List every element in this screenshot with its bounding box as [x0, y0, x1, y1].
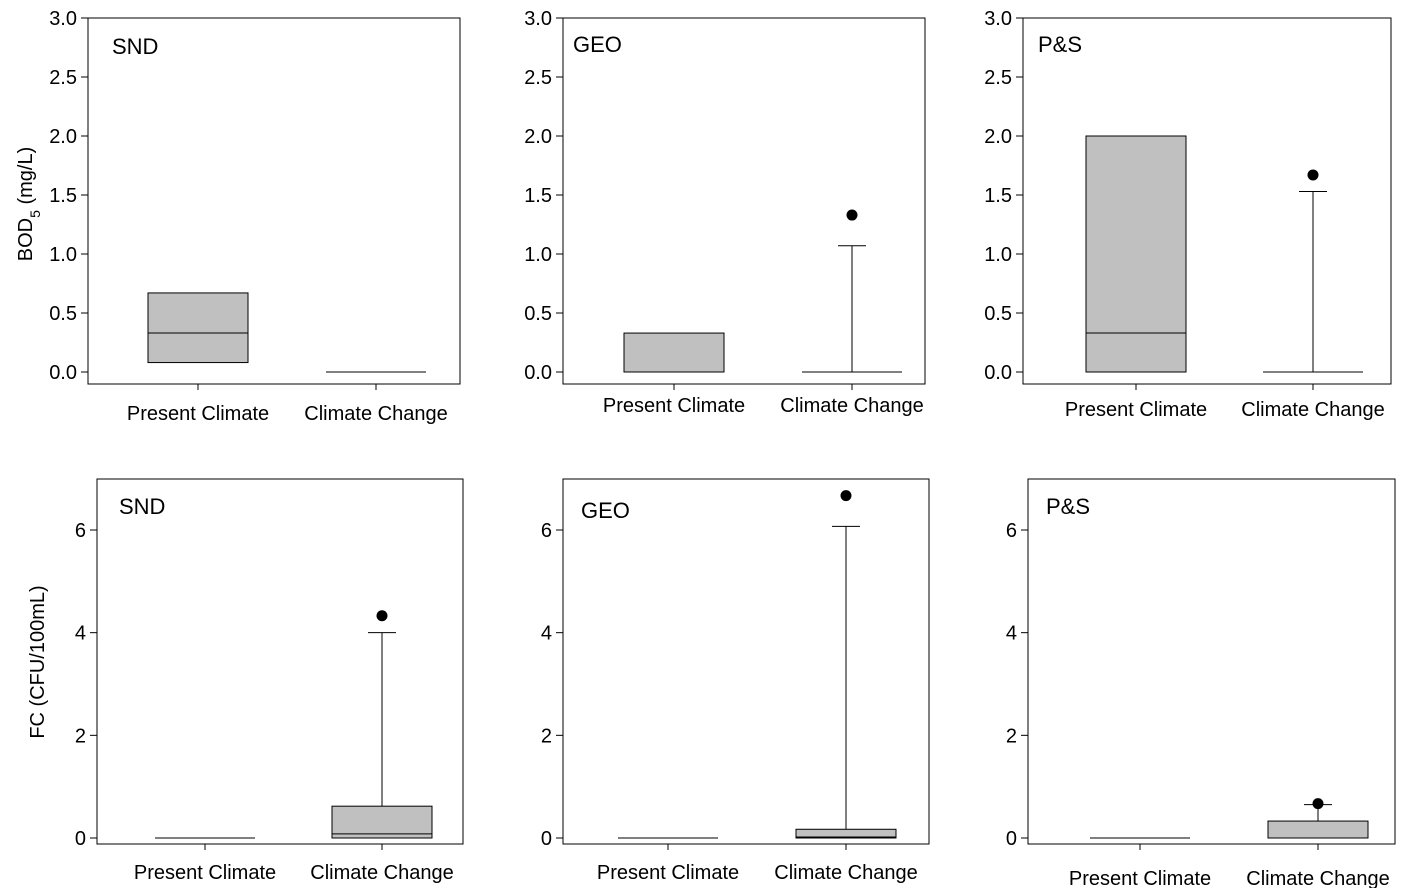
y-tick-label: 0.5 [984, 303, 1012, 325]
x-category-label: Present Climate [127, 403, 269, 425]
y-tick-label: 0 [1006, 828, 1017, 850]
y-tick-label: 2.5 [524, 67, 552, 89]
y-tick-label: 0 [75, 828, 86, 850]
x-category-label: Climate Change [780, 395, 923, 417]
y-tick-label: 4 [1006, 623, 1017, 645]
y-tick-label: 0.0 [984, 362, 1012, 384]
x-category-label: Climate Change [774, 862, 917, 884]
x-category-label: Climate Change [304, 403, 447, 425]
outlier-point [1307, 169, 1319, 181]
y-tick-label: 2.0 [524, 126, 552, 148]
plot-frame [562, 17, 926, 385]
y-tick-label: 4 [75, 623, 86, 645]
panel-label: P&S [1038, 32, 1082, 57]
panel-label: SND [119, 494, 165, 519]
plot-frame [1027, 478, 1396, 845]
y-tick-label: 2.5 [984, 67, 1012, 89]
panel-label: P&S [1046, 494, 1090, 519]
box [147, 292, 249, 364]
box [623, 332, 725, 373]
y-tick-label: 1.5 [984, 185, 1012, 207]
x-category-label: Present Climate [597, 862, 739, 884]
y-tick-label: 2.0 [49, 126, 77, 148]
panel-label: SND [112, 34, 158, 59]
plot-frame [1022, 17, 1392, 385]
y-tick-label: 1.5 [49, 185, 77, 207]
y-tick-label: 1.0 [524, 244, 552, 266]
y-tick-label: 2 [75, 725, 86, 747]
y-tick-label: 2.5 [49, 67, 77, 89]
box [795, 828, 897, 839]
y-axis-label: BOD5 (mg/L) [15, 147, 43, 261]
y-tick-label: 0.5 [524, 303, 552, 325]
outlier-point [1312, 798, 1324, 810]
x-category-label: Present Climate [134, 862, 276, 884]
panel-label: GEO [581, 498, 630, 523]
y-tick-label: 6 [541, 520, 552, 542]
y-tick-label: 3.0 [524, 8, 552, 30]
y-tick-label: 2 [1006, 725, 1017, 747]
outlier-point [376, 610, 388, 622]
y-tick-label: 6 [1006, 520, 1017, 542]
box [1085, 135, 1187, 373]
y-axis-label: FC (CFU/100mL) [27, 585, 49, 738]
y-tick-label: 3.0 [49, 8, 77, 30]
outlier-point [846, 209, 858, 221]
x-category-label: Climate Change [1246, 868, 1389, 888]
y-tick-label: 2 [541, 725, 552, 747]
x-category-label: Climate Change [310, 862, 453, 884]
y-tick-label: 1.0 [984, 244, 1012, 266]
y-tick-label: 0.0 [524, 362, 552, 384]
plot-frame [562, 478, 930, 845]
x-category-label: Present Climate [1065, 399, 1207, 421]
y-tick-label: 6 [75, 520, 86, 542]
box [1267, 820, 1369, 839]
y-tick-label: 0.5 [49, 303, 77, 325]
y-tick-label: 2.0 [984, 126, 1012, 148]
panel-label: GEO [573, 32, 622, 57]
plot-frame [96, 478, 464, 845]
y-tick-label: 0.0 [49, 362, 77, 384]
x-category-label: Climate Change [1241, 399, 1384, 421]
plot-frame [87, 17, 461, 385]
y-tick-label: 1.5 [524, 185, 552, 207]
y-tick-label: 4 [541, 623, 552, 645]
outlier-point [840, 490, 852, 502]
x-category-label: Present Climate [603, 395, 745, 417]
x-category-label: Present Climate [1069, 868, 1211, 888]
box [331, 805, 433, 839]
y-tick-label: 0 [541, 828, 552, 850]
y-tick-label: 3.0 [984, 8, 1012, 30]
y-tick-label: 1.0 [49, 244, 77, 266]
